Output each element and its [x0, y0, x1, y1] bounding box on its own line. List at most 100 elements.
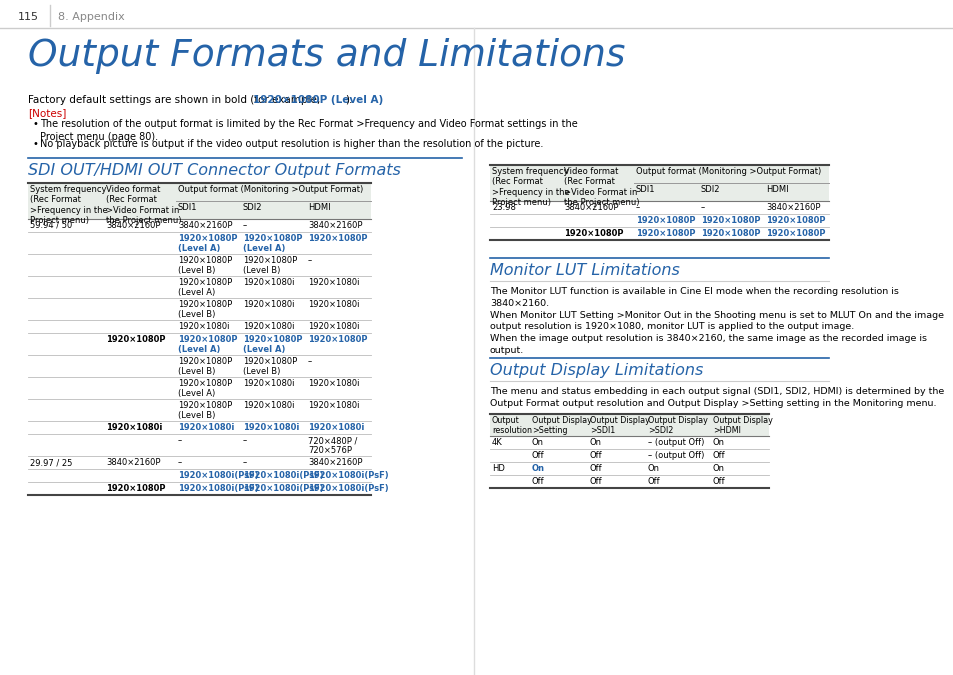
Text: 1920×1080P
(Level A): 1920×1080P (Level A): [243, 234, 302, 253]
Text: 1920×1080P
(Level A): 1920×1080P (Level A): [243, 335, 302, 354]
Bar: [28, 219, 371, 232]
Text: 1920×1080P: 1920×1080P: [636, 229, 695, 238]
Text: 1920×1080i: 1920×1080i: [243, 322, 294, 331]
Text: Video format
(Rec Format
>Video Format in
the Project menu): Video format (Rec Format >Video Format i…: [563, 167, 639, 207]
Text: 1920×1080P: 1920×1080P: [106, 335, 165, 344]
Text: 1920×1080P
(Level A): 1920×1080P (Level A): [178, 234, 237, 253]
Text: Output Display
>SDI1: Output Display >SDI1: [589, 416, 649, 435]
Text: 1920×1080i: 1920×1080i: [178, 322, 230, 331]
Text: 1920×1080P: 1920×1080P: [563, 229, 623, 238]
Text: 1920×1080P
(Level A): 1920×1080P (Level A): [178, 335, 237, 354]
Bar: [28, 469, 371, 482]
Text: On: On: [532, 464, 544, 473]
Text: 1920×1080P
(Level A): 1920×1080P (Level A): [178, 278, 232, 298]
Text: HDMI: HDMI: [308, 203, 331, 212]
Bar: [490, 449, 768, 462]
Bar: [490, 227, 828, 240]
Bar: [28, 421, 371, 434]
Bar: [28, 320, 371, 333]
Text: 1920×1080i: 1920×1080i: [308, 300, 359, 309]
Text: 1920×1080i: 1920×1080i: [178, 423, 234, 432]
Bar: [28, 276, 371, 298]
Text: 1920×1080P: 1920×1080P: [700, 216, 760, 225]
Text: Off: Off: [712, 477, 725, 486]
Text: 1920×1080P: 1920×1080P: [700, 229, 760, 238]
Bar: [28, 399, 371, 421]
Bar: [490, 201, 828, 214]
Text: On: On: [647, 464, 659, 473]
Text: Output format (Monitoring >Output Format): Output format (Monitoring >Output Format…: [636, 167, 821, 176]
Text: The menu and status embedding in each output signal (SDI1, SDI2, HDMI) is determ: The menu and status embedding in each ou…: [490, 387, 943, 408]
Text: 1920×1080P: 1920×1080P: [765, 216, 824, 225]
Text: 1920×1080i: 1920×1080i: [243, 423, 299, 432]
Text: –: –: [636, 203, 639, 212]
Text: Output Display
>SDI2: Output Display >SDI2: [647, 416, 707, 435]
Text: –: –: [178, 458, 182, 467]
Text: –: –: [243, 436, 247, 445]
Bar: [490, 414, 768, 436]
Text: 1920×1080P
(Level B): 1920×1080P (Level B): [243, 256, 297, 275]
Text: 3840×2160P: 3840×2160P: [178, 221, 233, 230]
Text: 3840×2160P: 3840×2160P: [308, 458, 362, 467]
Text: •: •: [32, 119, 38, 129]
Text: 3840×2160P: 3840×2160P: [106, 221, 160, 230]
Text: 1920×1080i: 1920×1080i: [308, 379, 359, 388]
Text: 1920×1080i: 1920×1080i: [106, 423, 162, 432]
Text: 1920×1080i(PsF): 1920×1080i(PsF): [308, 471, 388, 480]
Text: Off: Off: [589, 451, 602, 460]
Text: 23.98: 23.98: [492, 203, 516, 212]
Text: 3840×2160P: 3840×2160P: [563, 203, 618, 212]
Bar: [28, 377, 371, 399]
Text: 115: 115: [18, 12, 39, 22]
Text: HD: HD: [492, 464, 504, 473]
Text: 8. Appendix: 8. Appendix: [58, 12, 125, 22]
Text: – (output Off): – (output Off): [647, 451, 703, 460]
Text: 1920×1080i: 1920×1080i: [308, 401, 359, 410]
Text: 1920×1080P
(Level A): 1920×1080P (Level A): [178, 379, 232, 398]
Text: –: –: [243, 458, 247, 467]
Text: On: On: [589, 438, 601, 447]
Text: 1920×1080i: 1920×1080i: [243, 401, 294, 410]
Bar: [28, 456, 371, 469]
Bar: [490, 475, 768, 488]
Text: Off: Off: [712, 451, 725, 460]
Text: 1920×1080P
(Level B): 1920×1080P (Level B): [178, 401, 232, 421]
Text: 720×480P /
720×576P: 720×480P / 720×576P: [308, 436, 357, 456]
Bar: [490, 165, 828, 201]
Text: 1920×1080P
(Level B): 1920×1080P (Level B): [243, 357, 297, 377]
Text: Monitor LUT Limitations: Monitor LUT Limitations: [490, 263, 679, 278]
Text: SDI OUT/HDMI OUT Connector Output Formats: SDI OUT/HDMI OUT Connector Output Format…: [28, 163, 400, 178]
Text: Off: Off: [589, 464, 602, 473]
Text: 29.97 / 25: 29.97 / 25: [30, 458, 72, 467]
Text: Video format
(Rec Format
>Video Format in
the Project menu): Video format (Rec Format >Video Format i…: [106, 185, 181, 225]
Text: Off: Off: [532, 451, 544, 460]
Text: On: On: [532, 438, 543, 447]
Text: Output format (Monitoring >Output Format): Output format (Monitoring >Output Format…: [178, 185, 363, 194]
Text: Off: Off: [589, 477, 602, 486]
Text: 1920×1080P: 1920×1080P: [636, 216, 695, 225]
Text: 1920×1080i: 1920×1080i: [308, 322, 359, 331]
Bar: [28, 333, 371, 355]
Text: 1920×1080P
(Level B): 1920×1080P (Level B): [178, 357, 232, 377]
Bar: [490, 436, 768, 449]
Text: 4K: 4K: [492, 438, 502, 447]
Text: 1920×1080P: 1920×1080P: [308, 234, 367, 243]
Text: 1920×1080P
(Level B): 1920×1080P (Level B): [178, 300, 232, 319]
Bar: [28, 434, 371, 456]
Bar: [28, 482, 371, 495]
Text: 1920×1080i(PsF): 1920×1080i(PsF): [308, 484, 388, 493]
Text: Output
resolution: Output resolution: [492, 416, 532, 435]
Text: No playback picture is output if the video output resolution is higher than the : No playback picture is output if the vid…: [40, 139, 543, 149]
Text: 59.94 / 50: 59.94 / 50: [30, 221, 72, 230]
Text: The Monitor LUT function is available in Cine EI mode when the recording resolut: The Monitor LUT function is available in…: [490, 287, 943, 355]
Text: SDI1: SDI1: [178, 203, 197, 212]
Text: System frequency
(Rec Format
>Frequency in the
Project menu): System frequency (Rec Format >Frequency …: [492, 167, 569, 207]
Text: 1920×1080P: 1920×1080P: [106, 484, 165, 493]
Text: 1920×1080i: 1920×1080i: [308, 423, 364, 432]
Text: Output Display Limitations: Output Display Limitations: [490, 363, 702, 378]
Text: 1920×1080i(PsF): 1920×1080i(PsF): [178, 471, 258, 480]
Text: SDI1: SDI1: [636, 185, 655, 194]
Text: 1920×1080i: 1920×1080i: [243, 379, 294, 388]
Text: 3840×2160P: 3840×2160P: [106, 458, 160, 467]
Text: SDI2: SDI2: [700, 185, 720, 194]
